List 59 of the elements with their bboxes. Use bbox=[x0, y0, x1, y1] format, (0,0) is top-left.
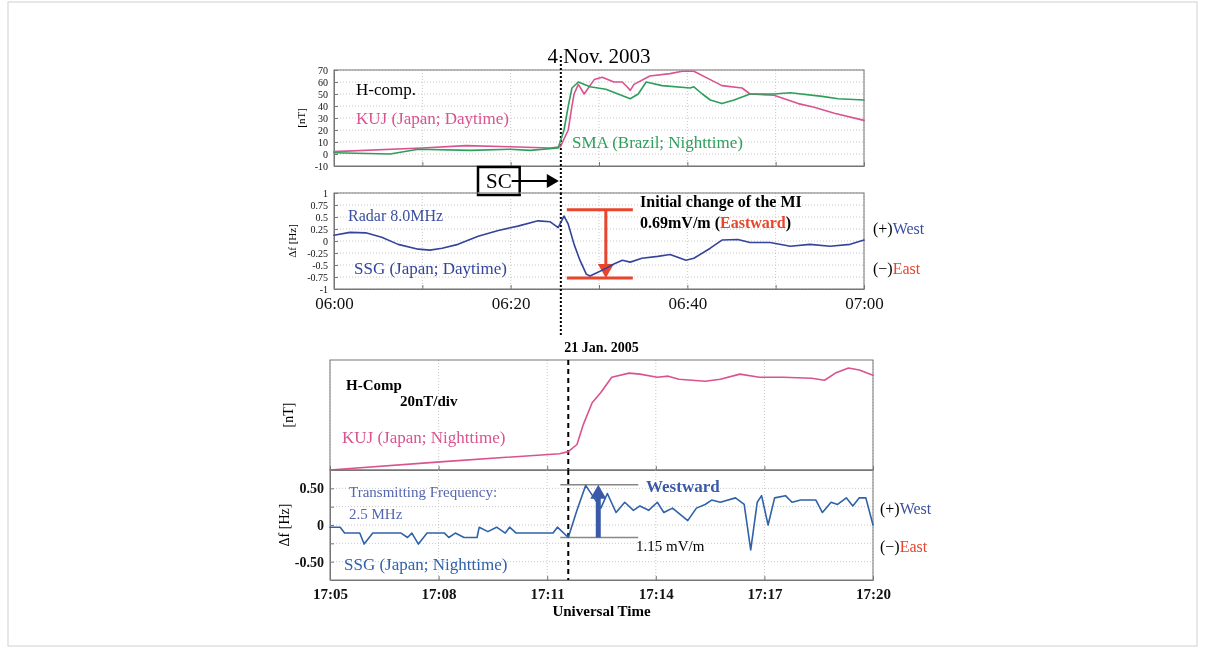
y-tick-label: 0 bbox=[323, 148, 328, 160]
y-tick-label: 70 bbox=[318, 64, 328, 76]
y-tick-label: -0.75 bbox=[307, 271, 328, 283]
x-tick-label: 06:00 bbox=[315, 294, 354, 314]
y-axis-title: [nT] bbox=[281, 402, 296, 428]
text: (+)West bbox=[873, 220, 925, 238]
text: (−)East bbox=[873, 260, 921, 278]
y-tick-label: 10 bbox=[318, 136, 328, 148]
annotation: Westward bbox=[646, 477, 721, 496]
annotation: 0.69mV/m (Eastward) bbox=[640, 214, 792, 232]
y-tick-label: 0.25 bbox=[310, 223, 328, 235]
text: (−)East bbox=[880, 538, 928, 556]
annotation: Radar 8.0MHz bbox=[348, 207, 444, 224]
annotation: H-Comp bbox=[346, 377, 402, 393]
y-tick-label: 0 bbox=[317, 517, 324, 533]
annotation: SC bbox=[486, 169, 512, 193]
series-label: KUJ (Japan; Nighttime) bbox=[342, 428, 506, 447]
y-tick-label: 30 bbox=[318, 112, 328, 124]
annotation: Initial change of the MI bbox=[640, 193, 802, 211]
line-series bbox=[333, 81, 865, 155]
y-axis-title: Δf [Hz] bbox=[277, 503, 292, 547]
annotation: Transmitting Frequency: bbox=[349, 484, 498, 500]
y-tick-label: 0.5 bbox=[315, 211, 328, 223]
y-tick-label: 0.75 bbox=[310, 199, 328, 211]
annotation: 20nT/div bbox=[400, 393, 459, 409]
annotation: H-comp. bbox=[356, 80, 416, 99]
y-tick-label: 50 bbox=[318, 88, 328, 100]
chart-title: 21 Jan. 2005 bbox=[564, 340, 639, 355]
x-tick-label: 17:08 bbox=[421, 585, 457, 602]
x-axis-title: Universal Time bbox=[552, 603, 651, 619]
y-tick-label: -1 bbox=[319, 283, 328, 295]
y-tick-label: 60 bbox=[318, 76, 328, 88]
series-label: KUJ (Japan; Daytime) bbox=[356, 109, 509, 128]
series-label: SSG (Japan; Daytime) bbox=[354, 259, 507, 278]
y-tick-label: -0.5 bbox=[312, 259, 328, 271]
series-label: SSG (Japan; Nighttime) bbox=[344, 555, 508, 574]
y-tick-label: 1 bbox=[323, 187, 328, 199]
x-tick-label: 17:11 bbox=[530, 585, 565, 602]
y-tick-label: 40 bbox=[318, 100, 328, 112]
y-tick-label: -0.25 bbox=[307, 247, 328, 259]
x-tick-label: 06:40 bbox=[668, 294, 708, 314]
x-tick-label: 07:00 bbox=[845, 294, 884, 314]
y-tick-label: 20 bbox=[318, 124, 328, 136]
text: (+)West bbox=[880, 500, 932, 518]
y-tick-label: 0.50 bbox=[299, 481, 324, 497]
y-axis-title: [nT] bbox=[295, 108, 307, 128]
x-tick-label: 06:20 bbox=[491, 294, 531, 314]
x-tick-label: 17:05 bbox=[313, 585, 348, 602]
x-tick-label: 17:14 bbox=[638, 585, 675, 602]
y-tick-label: 0 bbox=[323, 235, 328, 247]
y-tick-label: -10 bbox=[314, 160, 328, 172]
annotation: 2.5 MHz bbox=[349, 506, 403, 522]
x-tick-label: 17:20 bbox=[856, 585, 891, 602]
annotation: 1.15 mV/m bbox=[636, 538, 705, 554]
chart-title: 4 Nov. 2003 bbox=[547, 44, 651, 68]
series-label: SMA (Brazil; Nighttime) bbox=[572, 133, 743, 152]
y-tick-label: -0.50 bbox=[294, 554, 324, 570]
x-tick-label: 17:17 bbox=[747, 585, 783, 602]
y-axis-title: Δf [Hz] bbox=[286, 224, 298, 258]
